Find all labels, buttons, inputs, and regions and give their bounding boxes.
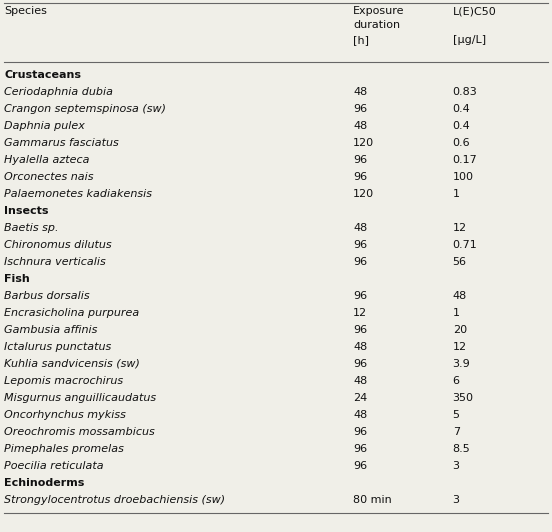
Text: Ceriodaphnia dubia: Ceriodaphnia dubia [4, 87, 113, 97]
Text: Species: Species [4, 6, 47, 16]
Text: Crustaceans: Crustaceans [4, 70, 81, 80]
Text: Gammarus fasciatus: Gammarus fasciatus [4, 138, 119, 148]
Text: 48: 48 [453, 291, 467, 301]
Text: [μg/L]: [μg/L] [453, 35, 486, 45]
Text: Palaemonetes kadiakensis: Palaemonetes kadiakensis [4, 189, 152, 199]
Text: 3: 3 [453, 495, 460, 505]
Text: Oreochromis mossambicus: Oreochromis mossambicus [4, 427, 155, 437]
Text: Ictalurus punctatus: Ictalurus punctatus [4, 342, 112, 352]
Text: Fish: Fish [4, 274, 30, 284]
Text: 5: 5 [453, 410, 460, 420]
Text: Baetis sp.: Baetis sp. [4, 223, 59, 233]
Text: 96: 96 [353, 359, 368, 369]
Text: 100: 100 [453, 172, 474, 182]
Text: Strongylocentrotus droebachiensis (sw): Strongylocentrotus droebachiensis (sw) [4, 495, 226, 505]
Text: 3: 3 [453, 461, 460, 471]
Text: 12: 12 [353, 308, 368, 318]
Text: 96: 96 [353, 257, 368, 267]
Text: Orconectes nais: Orconectes nais [4, 172, 94, 182]
Text: Chironomus dilutus: Chironomus dilutus [4, 240, 112, 250]
Text: 1: 1 [453, 189, 460, 199]
Text: Crangon septemspinosa (sw): Crangon septemspinosa (sw) [4, 104, 166, 114]
Text: 56: 56 [453, 257, 466, 267]
Text: 96: 96 [353, 427, 368, 437]
Text: 7: 7 [453, 427, 460, 437]
Text: 48: 48 [353, 376, 368, 386]
Text: Daphnia pulex: Daphnia pulex [4, 121, 86, 131]
Text: 0.4: 0.4 [453, 121, 470, 131]
Text: 120: 120 [353, 189, 374, 199]
Text: 96: 96 [353, 461, 368, 471]
Text: Echinoderms: Echinoderms [4, 478, 85, 488]
Text: 0.17: 0.17 [453, 155, 477, 165]
Text: Kuhlia sandvicensis (sw): Kuhlia sandvicensis (sw) [4, 359, 140, 369]
Text: Gambusia affinis: Gambusia affinis [4, 325, 98, 335]
Text: 120: 120 [353, 138, 374, 148]
Text: Lepomis macrochirus: Lepomis macrochirus [4, 376, 124, 386]
Text: 96: 96 [353, 172, 368, 182]
Text: 12: 12 [453, 342, 467, 352]
Text: 6: 6 [453, 376, 460, 386]
Text: Encrasicholina purpurea: Encrasicholina purpurea [4, 308, 140, 318]
Text: 96: 96 [353, 104, 368, 114]
Text: 48: 48 [353, 410, 368, 420]
Text: Ischnura verticalis: Ischnura verticalis [4, 257, 106, 267]
Text: 80 min: 80 min [353, 495, 392, 505]
Text: 48: 48 [353, 121, 368, 131]
Text: L(E)C50: L(E)C50 [453, 6, 496, 16]
Text: Exposure: Exposure [353, 6, 405, 16]
Text: Oncorhynchus mykiss: Oncorhynchus mykiss [4, 410, 126, 420]
Text: duration: duration [353, 20, 400, 30]
Text: 12: 12 [453, 223, 467, 233]
Text: Insects: Insects [4, 206, 49, 216]
Text: 8.5: 8.5 [453, 444, 470, 454]
Text: 48: 48 [353, 87, 368, 97]
Text: Misgurnus anguillicaudatus: Misgurnus anguillicaudatus [4, 393, 157, 403]
Text: 48: 48 [353, 342, 368, 352]
Text: 0.4: 0.4 [453, 104, 470, 114]
Text: Pimephales promelas: Pimephales promelas [4, 444, 124, 454]
Text: 96: 96 [353, 444, 368, 454]
Text: 20: 20 [453, 325, 467, 335]
Text: 0.6: 0.6 [453, 138, 470, 148]
Text: 96: 96 [353, 155, 368, 165]
Text: 1: 1 [453, 308, 460, 318]
Text: 96: 96 [353, 240, 368, 250]
Text: 0.71: 0.71 [453, 240, 477, 250]
Text: 0.83: 0.83 [453, 87, 477, 97]
Text: Barbus dorsalis: Barbus dorsalis [4, 291, 90, 301]
Text: 96: 96 [353, 325, 368, 335]
Text: Hyalella azteca: Hyalella azteca [4, 155, 90, 165]
Text: Poecilia reticulata: Poecilia reticulata [4, 461, 104, 471]
Text: 48: 48 [353, 223, 368, 233]
Text: 96: 96 [353, 291, 368, 301]
Text: 350: 350 [453, 393, 474, 403]
Text: 24: 24 [353, 393, 368, 403]
Text: 3.9: 3.9 [453, 359, 470, 369]
Text: [h]: [h] [353, 35, 369, 45]
